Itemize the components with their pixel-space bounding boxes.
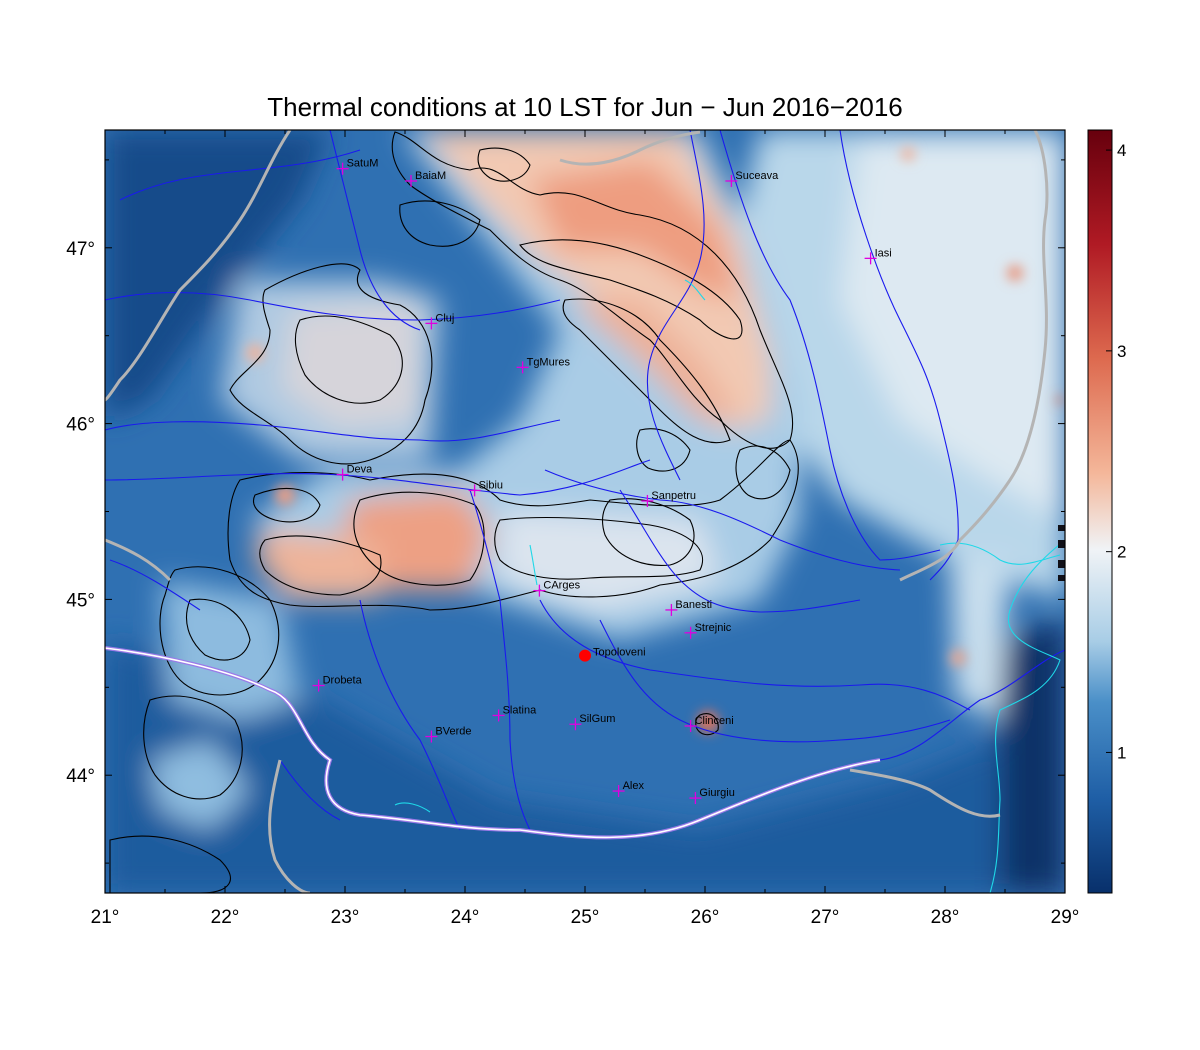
temperature-field [105,130,1065,893]
city-slatina: Slatina [492,704,538,722]
city-label: BVerde [435,726,471,738]
lon-tick-label: 27° [811,907,840,928]
latitude-labels: 44° 45° 46° 47° [66,239,95,787]
map-area [105,130,1065,893]
lon-tick-label: 25° [571,907,600,928]
lon-tick-label: 21° [91,907,120,928]
site-label: Topoloveni [593,647,646,659]
danube-border [105,646,881,840]
lon-tick-label: 24° [451,907,480,928]
hotspots [246,147,1064,733]
city-tgmures: TgMures [516,356,571,374]
city-label: Cluj [435,312,454,324]
city-satum: SatuM [336,158,379,175]
colorbar-scale [1087,129,1113,894]
data-edge-artifacts [1058,525,1065,581]
colorbar-tick-label: 2 [1117,543,1126,562]
city-cluj: Cluj [425,312,454,330]
city-sanpetru: Sanpetru [641,490,696,507]
city-label: Giurgiu [699,787,734,799]
city-label: Drobeta [323,675,363,687]
city-label: Sanpetru [651,490,696,502]
city-label: Slatina [503,704,538,716]
city-carges: CArges [533,580,581,597]
lon-tick-label: 22° [211,907,240,928]
lat-tick-label: 45° [66,590,95,611]
city-banesti: Banesti [665,599,712,616]
city-label: BaiaM [415,170,446,182]
colorbar-tick-label: 3 [1117,342,1126,361]
city-drobeta: Drobeta [312,675,363,692]
city-iasi: Iasi [864,247,892,265]
city-label: Deva [347,464,374,476]
city-clinceni: Clinceni [684,715,734,732]
city-label: TgMures [527,356,571,368]
city-alex: Alex [612,780,645,798]
city-markers: SatuM BaiaM Suceava Iasi Cluj TgMures Deva Sibi… [312,158,892,805]
colorbar-ticks: 1 2 3 4 [1106,141,1126,762]
city-label: Clinceni [695,715,734,727]
city-label: Banesti [675,599,712,611]
city-bverde: BVerde [425,726,471,743]
city-silgum: SilGum [569,713,615,731]
chart-title: Thermal conditions at 10 LST for Jun − J… [267,92,903,122]
longitude-labels: 21° 22° 23° 24° 25° 26° 27° 28° 29° [91,907,1080,928]
city-baiam: BaiaM [405,170,446,187]
city-label: CArges [543,580,580,592]
lat-tick-label: 46° [66,415,95,436]
city-label: SatuM [347,158,379,170]
city-giurgiu: Giurgiu [689,787,735,805]
map-ticks [104,130,1066,893]
lon-tick-label: 29° [1051,907,1080,928]
city-label: SilGum [579,713,615,725]
lon-tick-label: 23° [331,907,360,928]
city-label: Strejnic [695,622,732,634]
colorbar-tick-label: 1 [1117,743,1126,762]
lon-tick-label: 28° [931,907,960,928]
city-label: Iasi [875,247,892,259]
site-marker: Topoloveni [579,647,646,662]
colorbar-tick-label: 4 [1117,141,1126,160]
colorbar: 1 2 3 4 [1087,129,1126,894]
lat-tick-label: 44° [66,766,95,787]
site-dot [579,649,591,662]
borders [105,130,1049,893]
city-deva: Deva [336,464,374,481]
city-label: Alex [623,780,645,792]
city-sibiu: Sibiu [468,479,503,497]
contour-lines [109,131,799,893]
lon-tick-label: 26° [691,907,720,928]
city-suceava: Suceava [725,170,779,187]
lat-tick-label: 47° [66,239,95,260]
city-strejnic: Strejnic [684,622,732,639]
city-label: Suceava [735,170,779,182]
city-label: Sibiu [479,479,503,491]
